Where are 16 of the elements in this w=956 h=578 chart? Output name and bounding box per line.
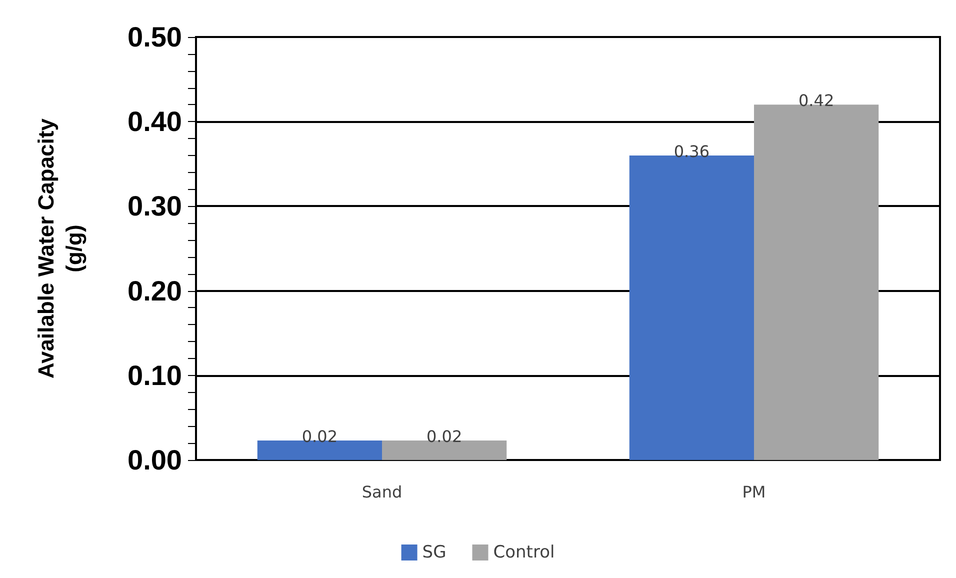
data-label: 0.42 (798, 91, 834, 110)
y-tick-label: 0.10 (128, 360, 182, 391)
y-tick-label: 0.50 (128, 22, 182, 52)
bar (754, 104, 879, 460)
y-axis-title: Available Water Capacity (g/g) (34, 118, 86, 379)
x-tick-label: PM (742, 482, 766, 502)
x-tick-label: Sand (362, 482, 402, 502)
y-tick-label: 0.30 (128, 190, 182, 222)
legend-label: SG (422, 542, 446, 562)
legend-label: Control (493, 542, 555, 562)
data-label: 0.02 (426, 427, 462, 446)
bar (382, 440, 507, 460)
bar (257, 440, 382, 460)
y-tick-label: 0.40 (128, 106, 182, 138)
y-tick-label: 0.20 (128, 275, 182, 306)
y-tick-label: 0.00 (128, 444, 182, 476)
